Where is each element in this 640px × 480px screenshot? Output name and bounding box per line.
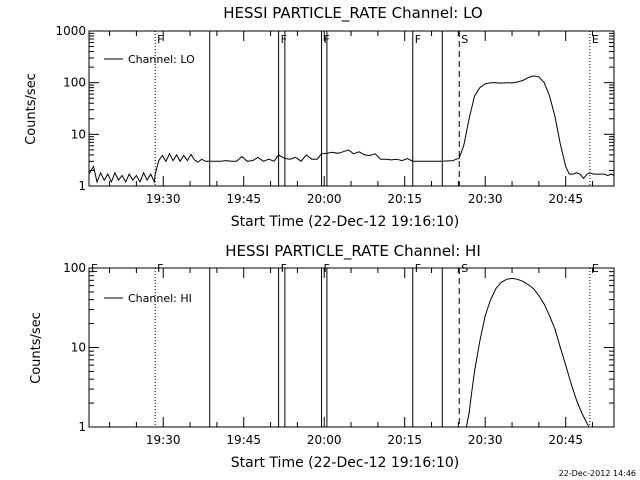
hi-series-line xyxy=(465,277,590,428)
lo-x-tick-label: 20:45 xyxy=(548,192,583,206)
lo-y-tick-label: 1 xyxy=(78,179,86,193)
lo-y-tick-label: 100 xyxy=(63,76,86,90)
lo-y-axis-label: Counts/sec xyxy=(24,73,39,145)
hi-y-tick-label: 1 xyxy=(78,420,86,434)
generated-timestamp: 22-Dec-2012 14:46 xyxy=(559,469,636,478)
hi-channel-panel: HESSI PARTICLE_RATE Channel: HI Start Ti… xyxy=(29,242,615,471)
lo-channel-panel: HESSI PARTICLE_RATE Channel: LO Start Ti… xyxy=(24,4,615,230)
lo-y-tick-label: 1000 xyxy=(55,24,86,38)
hi-y-axis-label: Counts/sec xyxy=(29,312,44,384)
lo-series-line xyxy=(88,75,615,184)
hi-event-marker-label: S xyxy=(461,262,468,275)
lo-x-tick-label: 20:30 xyxy=(468,192,503,206)
hi-x-tick-label: 19:30 xyxy=(146,433,181,447)
hi-event-marker-label: E xyxy=(91,262,98,275)
hi-event-marker-label: E xyxy=(592,262,599,275)
lo-x-tick-label: 20:00 xyxy=(307,192,342,206)
lo-chart-title: HESSI PARTICLE_RATE Channel: LO xyxy=(223,4,482,23)
hi-legend-label: Channel: HI xyxy=(128,292,192,305)
hi-event-marker-label: F xyxy=(157,262,163,275)
hi-y-tick-label: 10 xyxy=(71,341,86,355)
hi-event-marker-label: F xyxy=(415,262,421,275)
hi-x-tick-label: 20:30 xyxy=(468,433,503,447)
hi-chart-title: HESSI PARTICLE_RATE Channel: HI xyxy=(225,242,481,261)
hi-x-tick-label: 20:15 xyxy=(387,433,422,447)
lo-x-tick-label: 19:30 xyxy=(146,192,181,206)
lo-y-tick-label: 10 xyxy=(71,127,86,141)
hi-x-tick-label: 19:45 xyxy=(226,433,261,447)
lo-x-tick-label: 20:15 xyxy=(387,192,422,206)
lo-legend-label: Channel: LO xyxy=(128,53,195,66)
lo-x-axis-label: Start Time (22-Dec-12 19:16:10) xyxy=(231,214,459,230)
hi-x-tick-label: 20:45 xyxy=(548,433,583,447)
lo-event-marker-label: E xyxy=(592,33,599,46)
hi-y-tick-label: 100 xyxy=(63,261,86,275)
lo-event-marker-label: S xyxy=(461,33,468,46)
lo-event-marker-label: F xyxy=(281,33,287,46)
hi-x-axis-label: Start Time (22-Dec-12 19:16:10) xyxy=(231,455,459,471)
lo-x-tick-label: 19:45 xyxy=(226,192,261,206)
lo-event-marker-label: F xyxy=(415,33,421,46)
hi-x-tick-label: 20:00 xyxy=(307,433,342,447)
lo-event-marker-label: F xyxy=(157,33,163,46)
hi-event-marker-label: F xyxy=(281,262,287,275)
